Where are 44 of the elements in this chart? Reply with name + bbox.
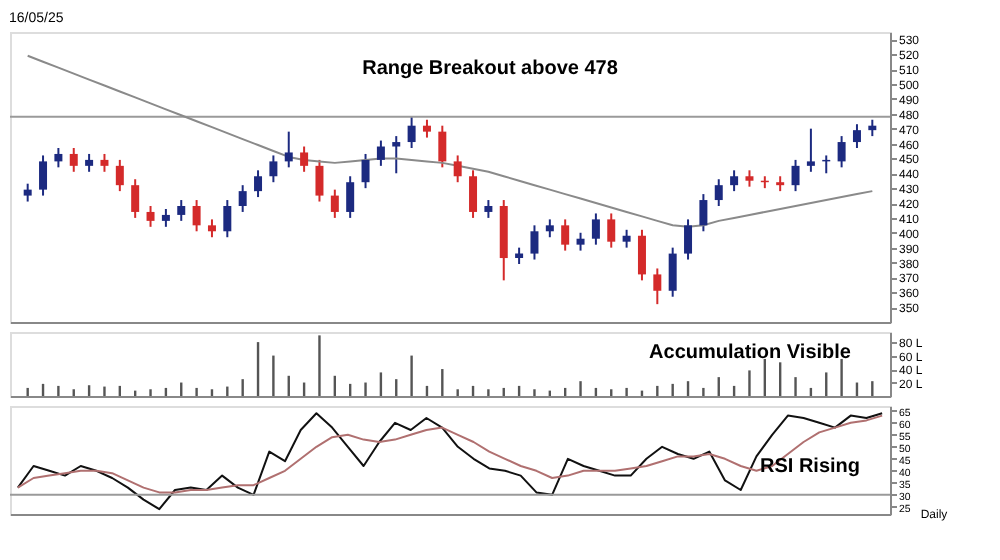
- candlestick: [269, 154, 278, 184]
- annotation: RSI Rising: [759, 456, 861, 478]
- candlestick: [806, 127, 815, 173]
- candlestick: [300, 145, 309, 173]
- candlestick: [131, 178, 140, 219]
- candlestick: [469, 169, 478, 219]
- candlestick: [607, 212, 616, 249]
- candlestick: [637, 228, 646, 282]
- candlestick: [223, 199, 232, 239]
- candlestick: [238, 184, 247, 213]
- candlestick: [791, 158, 800, 193]
- candlestick: [714, 178, 723, 207]
- candlestick: [591, 212, 600, 246]
- candlestick: [346, 175, 355, 219]
- candlestick: [192, 199, 201, 233]
- candlestick: [177, 199, 186, 222]
- candlestick: [837, 135, 846, 169]
- candlestick: [668, 246, 677, 298]
- candlestick: [653, 267, 662, 306]
- candlestick: [115, 158, 124, 193]
- line-series: [16, 412, 884, 511]
- candlestick: [54, 147, 63, 169]
- line-series: [16, 414, 884, 494]
- candlestick: [315, 158, 324, 203]
- candlestick: [699, 193, 708, 233]
- candlestick: [561, 218, 570, 252]
- candlestick: [852, 123, 861, 149]
- candlestick: [284, 130, 293, 169]
- annotation: Range Breakout above 478: [362, 58, 619, 80]
- annotation: Accumulation Visible: [649, 342, 852, 364]
- candlestick: [684, 218, 693, 261]
- candlestick: [453, 154, 462, 184]
- candlestick: [438, 124, 447, 169]
- candlestick: [361, 152, 370, 190]
- candlestick: [39, 154, 48, 197]
- candlestick: [254, 169, 263, 199]
- candlestick: [730, 169, 739, 193]
- candlestick: [146, 205, 155, 228]
- candlestick: [530, 224, 539, 261]
- candlestick: [330, 188, 339, 219]
- candlestick: [407, 115, 416, 149]
- candlestick: [392, 135, 401, 175]
- candlestick: [69, 147, 78, 173]
- candlestick: [376, 139, 385, 167]
